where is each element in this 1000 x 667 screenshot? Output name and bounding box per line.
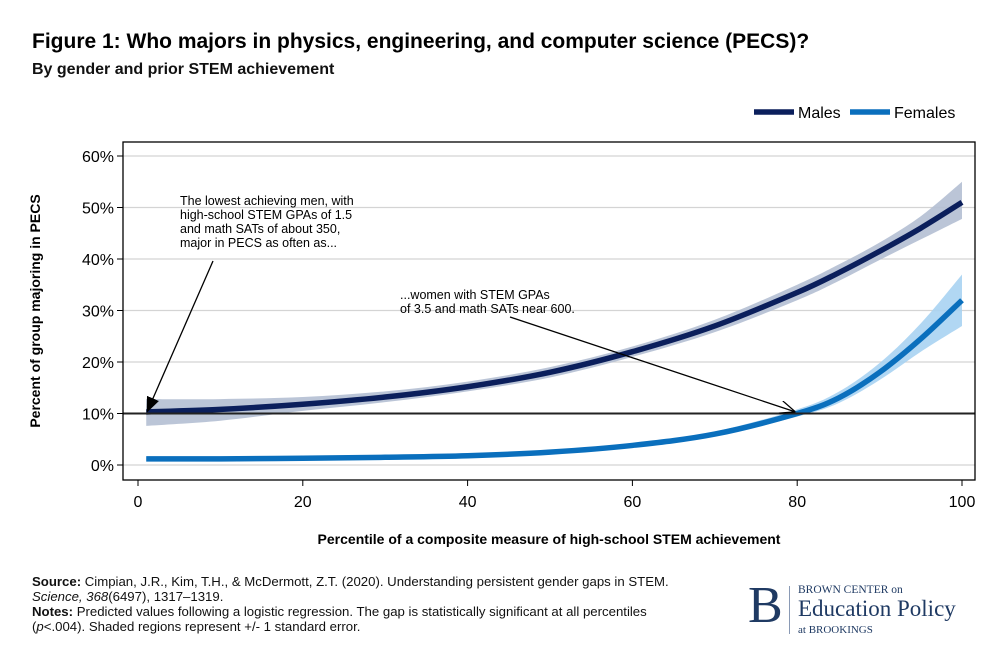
- annotation-women-text: ...women with STEM GPAs: [400, 288, 550, 302]
- annotation-men-arrow: [146, 260, 214, 413]
- x-tick-label: 20: [294, 494, 312, 511]
- annotation-men-text: The lowest achieving men, with: [180, 194, 354, 208]
- chart-subtitle: By gender and prior STEM achievement: [32, 61, 335, 78]
- notes-label: Notes:: [32, 604, 74, 619]
- y-tick-label: 10%: [82, 407, 114, 424]
- y-tick-label: 0%: [91, 458, 114, 475]
- annotation-men-text: high-school STEM GPAs of 1.5: [180, 208, 352, 222]
- females-line: [146, 298, 964, 462]
- logo-line1: BROWN CENTER on: [798, 584, 903, 596]
- y-tick-label: 30%: [82, 304, 114, 321]
- footer-notes: Source: Cimpian, J.R., Kim, T.H., & McDe…: [32, 574, 672, 634]
- source-text: Cimpian, J.R., Kim, T.H., & McDermott, Z…: [81, 574, 669, 589]
- males-legend-label: Males: [798, 105, 841, 122]
- issue: (6497), 1317–1319.: [108, 589, 224, 604]
- x-tick-label: 60: [624, 494, 642, 511]
- annotation-women-arrow: [509, 316, 794, 412]
- y-tick-label: 40%: [82, 252, 114, 269]
- y-tick-label: 20%: [82, 355, 114, 372]
- journal: Science, 368: [32, 589, 109, 604]
- x-tick-label: 100: [949, 494, 976, 511]
- logo-divider: [789, 586, 790, 634]
- x-tick-label: 40: [459, 494, 477, 511]
- annotation-men-text: major in PECS as often as...: [180, 236, 337, 250]
- notes-tail: <.004). Shaded regions represent +/- 1 s…: [43, 619, 361, 634]
- x-tick-label: 80: [788, 494, 806, 511]
- x-axis-label: Percentile of a composite measure of hig…: [318, 531, 781, 547]
- logo-letter: B: [748, 577, 783, 634]
- y-axis-label: Percent of group majoring in PECS: [27, 194, 43, 427]
- y-tick-label: 50%: [82, 201, 114, 218]
- logo-line3: at BROOKINGS: [798, 624, 873, 636]
- p-symbol: p: [36, 619, 44, 634]
- annotation-men-text: and math SATs of about 350,: [180, 222, 340, 236]
- notes-text: Predicted values following a logistic re…: [32, 604, 647, 634]
- source-label: Source:: [32, 574, 82, 589]
- males-error-band: [146, 181, 963, 426]
- females-legend-label: Females: [894, 105, 955, 122]
- chart-title: Figure 1: Who majors in physics, enginee…: [32, 30, 810, 53]
- males-line: [146, 200, 964, 415]
- y-tick-label: 60%: [82, 149, 114, 166]
- logo-line2: Education Policy: [798, 596, 956, 621]
- annotation-women-text: of 3.5 and math SATs near 600.: [400, 302, 575, 316]
- plot-frame: [122, 141, 976, 481]
- x-tick-label: 0: [134, 494, 143, 511]
